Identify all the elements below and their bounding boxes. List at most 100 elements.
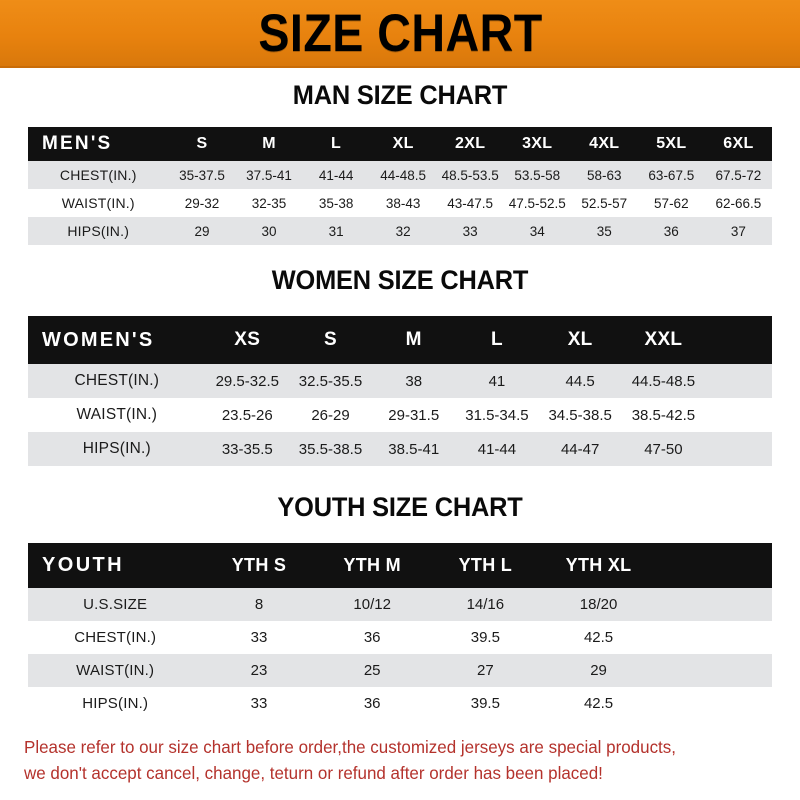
men-waist-l: 35-38 bbox=[318, 195, 354, 211]
section-title-youth: YOUTH SIZE CHART bbox=[277, 492, 523, 522]
women-waist-spacer bbox=[705, 398, 772, 432]
youth-waist-l: 27 bbox=[477, 662, 494, 679]
women-row-label-chest: CHEST(IN.) bbox=[74, 372, 160, 389]
women-hips-xxl: 47-50 bbox=[644, 440, 683, 458]
table-row: CHEST(IN.) 29.5-32.5 32.5-35.5 38 41 44.… bbox=[28, 364, 772, 398]
men-hips-2xl: 33 bbox=[462, 223, 478, 239]
youth-chest-xl: 42.5 bbox=[583, 629, 614, 646]
youth-chest-spacer bbox=[655, 621, 772, 654]
order-policy-note: Please refer to our size chart before or… bbox=[24, 734, 753, 787]
table-row: U.S.SIZE 8 10/12 14/16 18/20 bbox=[28, 588, 772, 621]
youth-chest-m: 36 bbox=[363, 629, 381, 646]
men-waist-3xl: 47.5-52.5 bbox=[508, 195, 566, 211]
youth-table-body: U.S.SIZE 8 10/12 14/16 18/20 CHEST(IN.) … bbox=[28, 588, 772, 720]
men-hips-5xl: 36 bbox=[663, 223, 679, 239]
women-hips-spacer bbox=[705, 432, 772, 466]
men-waist-5xl: 57-62 bbox=[654, 195, 689, 211]
youth-waist-xl: 29 bbox=[590, 662, 607, 679]
women-hips-xs: 33-35.5 bbox=[221, 440, 273, 458]
men-chest-4xl: 58-63 bbox=[587, 167, 622, 183]
youth-us-size-m: 10/12 bbox=[353, 596, 391, 613]
youth-header-size-s: YTH S bbox=[231, 555, 287, 575]
men-hips-m: 30 bbox=[261, 223, 277, 239]
men-header-size-s: S bbox=[196, 135, 208, 152]
women-chest-spacer bbox=[705, 364, 772, 398]
women-hips-l: 41-44 bbox=[477, 440, 517, 458]
men-hips-s: 29 bbox=[194, 223, 210, 239]
men-hips-l: 31 bbox=[328, 223, 344, 239]
youth-header-size-xl: YTH XL bbox=[565, 555, 632, 575]
women-row-label-waist: WAIST(IN.) bbox=[76, 406, 158, 423]
women-hips-m: 38.5-41 bbox=[388, 440, 440, 458]
women-chest-s: 32.5-35.5 bbox=[298, 372, 363, 390]
table-row: WAIST(IN.) 29-32 32-35 35-38 38-43 43-47… bbox=[28, 189, 772, 217]
men-header-row-label: MEN'S bbox=[42, 133, 113, 154]
table-row: HIPS(IN.) 29 30 31 32 33 34 35 36 37 bbox=[28, 217, 772, 245]
men-chest-5xl: 63-67.5 bbox=[648, 167, 695, 183]
youth-header-size-m: YTH M bbox=[343, 555, 401, 575]
women-header-size-xxl: XXL bbox=[644, 329, 683, 350]
section-women: WOMEN SIZE CHART WOMEN'S XS S M L XL XXL… bbox=[0, 265, 800, 466]
youth-hips-xl: 42.5 bbox=[583, 695, 614, 712]
women-header-size-xs: XS bbox=[234, 329, 261, 350]
women-waist-m: 29-31.5 bbox=[388, 406, 440, 424]
men-chest-6xl: 67.5-72 bbox=[715, 167, 762, 183]
men-hips-3xl: 34 bbox=[529, 223, 545, 239]
table-row: CHEST(IN.) 35-37.5 37.5-41 41-44 44-48.5… bbox=[28, 161, 772, 189]
order-policy-line-1: Please refer to our size chart before or… bbox=[24, 737, 676, 757]
youth-row-label-chest: CHEST(IN.) bbox=[74, 629, 157, 646]
men-chest-m: 37.5-41 bbox=[246, 167, 292, 183]
women-chest-m: 38 bbox=[405, 372, 423, 390]
women-waist-xl: 34.5-38.5 bbox=[548, 406, 612, 424]
youth-table-wrapper: YOUTH YTH S YTH M YTH L YTH XL U.S.SIZE … bbox=[28, 543, 772, 720]
women-size-table: WOMEN'S XS S M L XL XXL CHEST(IN.) 29.5-… bbox=[28, 316, 772, 466]
men-header-size-xl: XL bbox=[392, 135, 414, 152]
women-waist-xs: 23.5-26 bbox=[221, 406, 273, 424]
men-hips-4xl: 35 bbox=[596, 223, 612, 239]
men-waist-4xl: 52.5-57 bbox=[581, 195, 628, 211]
youth-hips-l: 39.5 bbox=[470, 695, 500, 712]
section-title-men: MAN SIZE CHART bbox=[292, 80, 508, 110]
men-header-size-5xl: 5XL bbox=[656, 135, 687, 152]
men-header-size-l: L bbox=[331, 135, 342, 152]
men-header-size-m: M bbox=[262, 135, 276, 152]
youth-waist-s: 23 bbox=[250, 662, 268, 679]
youth-row-label-us-size: U.S.SIZE bbox=[83, 596, 148, 613]
women-header-row-label: WOMEN'S bbox=[42, 328, 155, 351]
men-header-row: MEN'S S M L XL 2XL 3XL 4XL 5XL 6XL bbox=[28, 127, 772, 161]
women-chest-xs: 29.5-32.5 bbox=[215, 372, 279, 390]
youth-header-row-label: YOUTH bbox=[42, 554, 124, 576]
women-hips-s: 35.5-38.5 bbox=[298, 440, 363, 458]
men-waist-xl: 38-43 bbox=[385, 195, 421, 211]
men-table-head: MEN'S S M L XL 2XL 3XL 4XL 5XL 6XL bbox=[28, 127, 772, 161]
men-waist-6xl: 62-66.5 bbox=[715, 195, 762, 211]
youth-waist-spacer bbox=[655, 654, 772, 687]
men-header-size-3xl: 3XL bbox=[522, 135, 553, 152]
men-row-label-waist: WAIST(IN.) bbox=[61, 195, 135, 211]
women-chest-l: 41 bbox=[488, 372, 506, 390]
women-table-body: CHEST(IN.) 29.5-32.5 32.5-35.5 38 41 44.… bbox=[28, 364, 772, 466]
youth-table-head: YOUTH YTH S YTH M YTH L YTH XL bbox=[28, 543, 772, 588]
youth-hips-s: 33 bbox=[250, 695, 268, 712]
youth-us-size-s: 8 bbox=[254, 596, 264, 613]
table-row: CHEST(IN.) 33 36 39.5 42.5 bbox=[28, 621, 772, 654]
youth-size-table: YOUTH YTH S YTH M YTH L YTH XL U.S.SIZE … bbox=[28, 543, 772, 720]
women-header-spacer bbox=[705, 316, 772, 364]
youth-hips-m: 36 bbox=[363, 695, 381, 712]
table-row: HIPS(IN.) 33-35.5 35.5-38.5 38.5-41 41-4… bbox=[28, 432, 772, 466]
section-youth: YOUTH SIZE CHART YOUTH YTH S YTH M YTH L… bbox=[0, 492, 800, 720]
order-policy-line-2: we don't accept cancel, change, teturn o… bbox=[24, 763, 603, 784]
women-header-size-l: L bbox=[490, 329, 503, 350]
section-title-women: WOMEN SIZE CHART bbox=[271, 265, 529, 295]
men-hips-6xl: 37 bbox=[730, 223, 746, 239]
men-chest-2xl: 48.5-53.5 bbox=[441, 167, 499, 183]
men-chest-3xl: 53.5-58 bbox=[514, 167, 561, 183]
page-title: SIZE CHART bbox=[257, 3, 543, 63]
women-table-head: WOMEN'S XS S M L XL XXL bbox=[28, 316, 772, 364]
women-waist-s: 26-29 bbox=[311, 406, 350, 424]
men-table-wrapper: MEN'S S M L XL 2XL 3XL 4XL 5XL 6XL CHEST… bbox=[28, 127, 772, 245]
youth-row-label-waist: WAIST(IN.) bbox=[76, 662, 155, 679]
men-chest-xl: 44-48.5 bbox=[380, 167, 427, 183]
women-waist-xxl: 38.5-42.5 bbox=[631, 406, 696, 424]
youth-chest-s: 33 bbox=[250, 629, 268, 646]
